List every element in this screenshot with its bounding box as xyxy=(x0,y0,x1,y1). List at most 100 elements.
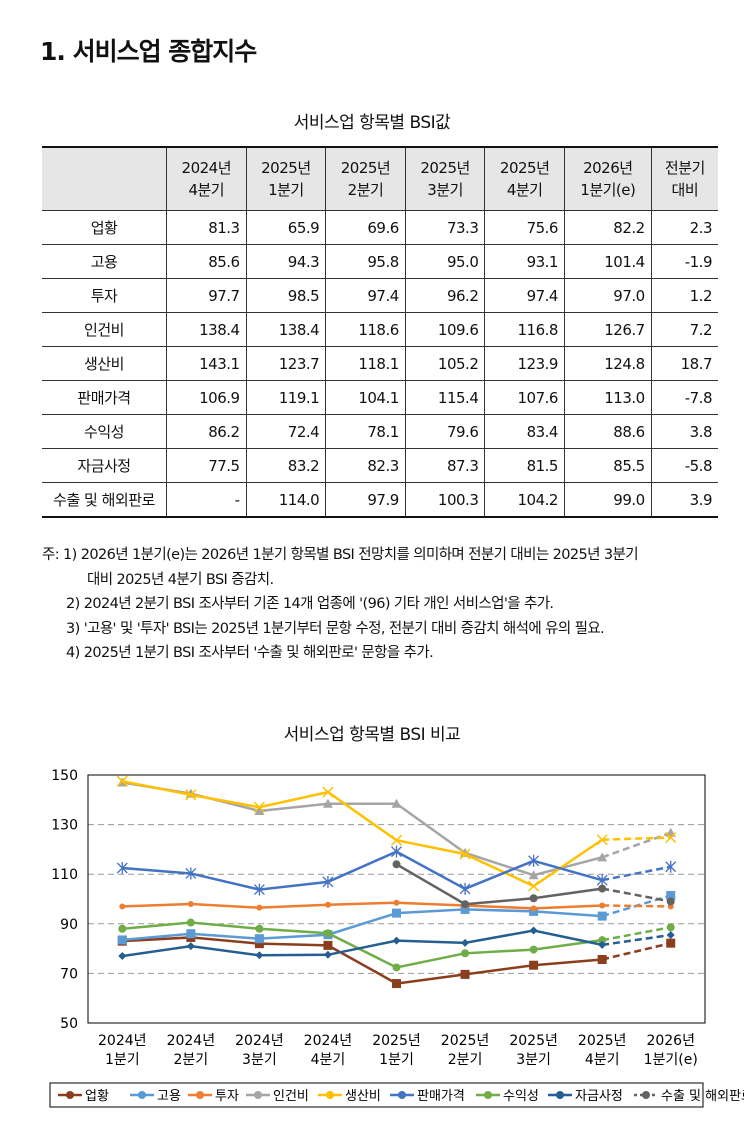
data-point xyxy=(253,801,265,813)
cell: 2.3 xyxy=(650,210,718,245)
data-point xyxy=(390,834,403,846)
column-header: 2025년 3분기 xyxy=(404,146,486,211)
data-point xyxy=(322,798,333,808)
data-point xyxy=(254,934,264,944)
cell: 72.4 xyxy=(245,414,327,449)
legend-label: 수출 및 해외판로 xyxy=(661,1089,744,1104)
cell: 77.5 xyxy=(166,448,247,483)
cell: 87.3 xyxy=(404,448,486,483)
data-point xyxy=(596,874,608,887)
cell: 97.9 xyxy=(325,482,406,518)
forecast-line xyxy=(601,831,672,859)
x-tick-label: 1분기 xyxy=(105,1052,140,1068)
cell: 105.2 xyxy=(404,346,486,381)
data-point xyxy=(398,1091,406,1099)
data-point xyxy=(186,942,195,951)
data-point xyxy=(116,862,128,874)
x-tick-label: 3분기 xyxy=(516,1052,551,1068)
data-point xyxy=(326,1091,334,1099)
data-point xyxy=(118,924,127,933)
data-point xyxy=(323,950,332,959)
data-point xyxy=(529,926,538,935)
data-point xyxy=(256,904,263,911)
data-point xyxy=(254,1091,262,1099)
table-title: 서비스업 항목별 BSI값 xyxy=(293,113,451,133)
note: 3) '고용' 및 '투자' BSI는 2025년 1분기부터 문항 수정, 전… xyxy=(66,620,605,637)
data-point xyxy=(119,903,126,910)
data-point xyxy=(392,936,401,945)
row-label: 수익성 xyxy=(42,414,167,449)
data-point xyxy=(666,891,676,901)
row-label: 자금사정 xyxy=(42,448,167,483)
column-header: 전분기 대비 xyxy=(650,146,718,211)
section-heading: 1. 서비스업 종합지수 xyxy=(40,37,257,66)
column-header: 2025년 4분기 xyxy=(484,146,565,211)
series-line xyxy=(122,929,603,958)
data-point xyxy=(529,945,538,954)
y-tick-label: 150 xyxy=(51,768,78,784)
cell: 101.4 xyxy=(563,244,652,279)
cell: 69.6 xyxy=(325,210,406,245)
legend-label: 인건비 xyxy=(273,1089,309,1104)
y-tick-label: 110 xyxy=(51,867,78,883)
cell: 104.1 xyxy=(325,380,406,415)
x-tick-label: 1분기 xyxy=(379,1052,414,1068)
x-tick-label: 4분기 xyxy=(585,1052,620,1068)
data-point xyxy=(461,900,470,909)
forecast-line xyxy=(602,836,671,841)
legend-label: 업황 xyxy=(85,1089,109,1104)
data-point xyxy=(666,897,675,906)
legend-label: 투자 xyxy=(215,1089,239,1104)
data-point xyxy=(484,1091,492,1099)
data-point xyxy=(529,894,538,903)
data-point xyxy=(185,867,197,880)
row-label: 수출 및 해외판로 xyxy=(42,482,167,518)
data-point xyxy=(66,1091,74,1099)
series-line xyxy=(122,936,603,985)
data-point xyxy=(459,882,471,895)
x-tick-label: 2026년 xyxy=(646,1033,695,1049)
forecast-line xyxy=(601,887,671,903)
data-point xyxy=(322,875,334,888)
cell: -5.8 xyxy=(650,448,718,483)
data-point xyxy=(598,884,607,893)
data-point xyxy=(391,845,402,858)
x-tick-label: 1분기(e) xyxy=(644,1052,698,1068)
cell: 100.3 xyxy=(404,482,486,518)
data-point xyxy=(254,939,264,949)
cell: 86.2 xyxy=(166,414,247,449)
data-point xyxy=(461,938,470,947)
data-point xyxy=(116,775,128,787)
cell: -1.9 xyxy=(650,244,718,279)
forecast-line xyxy=(602,904,671,908)
x-tick-label: 4분기 xyxy=(311,1052,346,1068)
data-point xyxy=(118,952,127,961)
series-1 xyxy=(117,891,676,945)
cell: 81.3 xyxy=(166,210,247,245)
cell: 3.8 xyxy=(650,414,718,449)
series-6 xyxy=(118,918,675,972)
series-line xyxy=(122,850,603,891)
x-tick-label: 2분기 xyxy=(448,1052,483,1068)
data-point xyxy=(666,930,675,939)
data-point xyxy=(391,798,402,808)
data-point xyxy=(323,940,333,950)
legend-label: 자금사정 xyxy=(575,1089,623,1104)
footnotes: 주: 1) 2026년 1분기(e)는 2026년 1분기 항목별 BSI 전망… xyxy=(42,543,639,666)
data-point xyxy=(529,960,539,970)
data-point xyxy=(186,918,195,927)
row-label: 인건비 xyxy=(42,312,167,347)
x-tick-label: 2024년 xyxy=(98,1033,147,1049)
data-point xyxy=(254,805,265,815)
cell: 123.9 xyxy=(484,346,565,381)
x-tick-label: 2025년 xyxy=(578,1033,627,1049)
table-row: 자금사정 77.5 83.2 82.3 87.3 81.5 85.5 -5.8 xyxy=(42,448,718,483)
column-header: 2026년 1분기(e) xyxy=(563,146,652,211)
series-line xyxy=(122,908,603,942)
note: 4) 2025년 1분기 BSI 조사부터 '수출 및 해외판로' 문항을 추가… xyxy=(66,645,434,661)
data-point xyxy=(528,854,540,867)
data-point xyxy=(323,929,332,938)
series-4 xyxy=(116,775,677,892)
cell: 116.8 xyxy=(484,312,565,347)
